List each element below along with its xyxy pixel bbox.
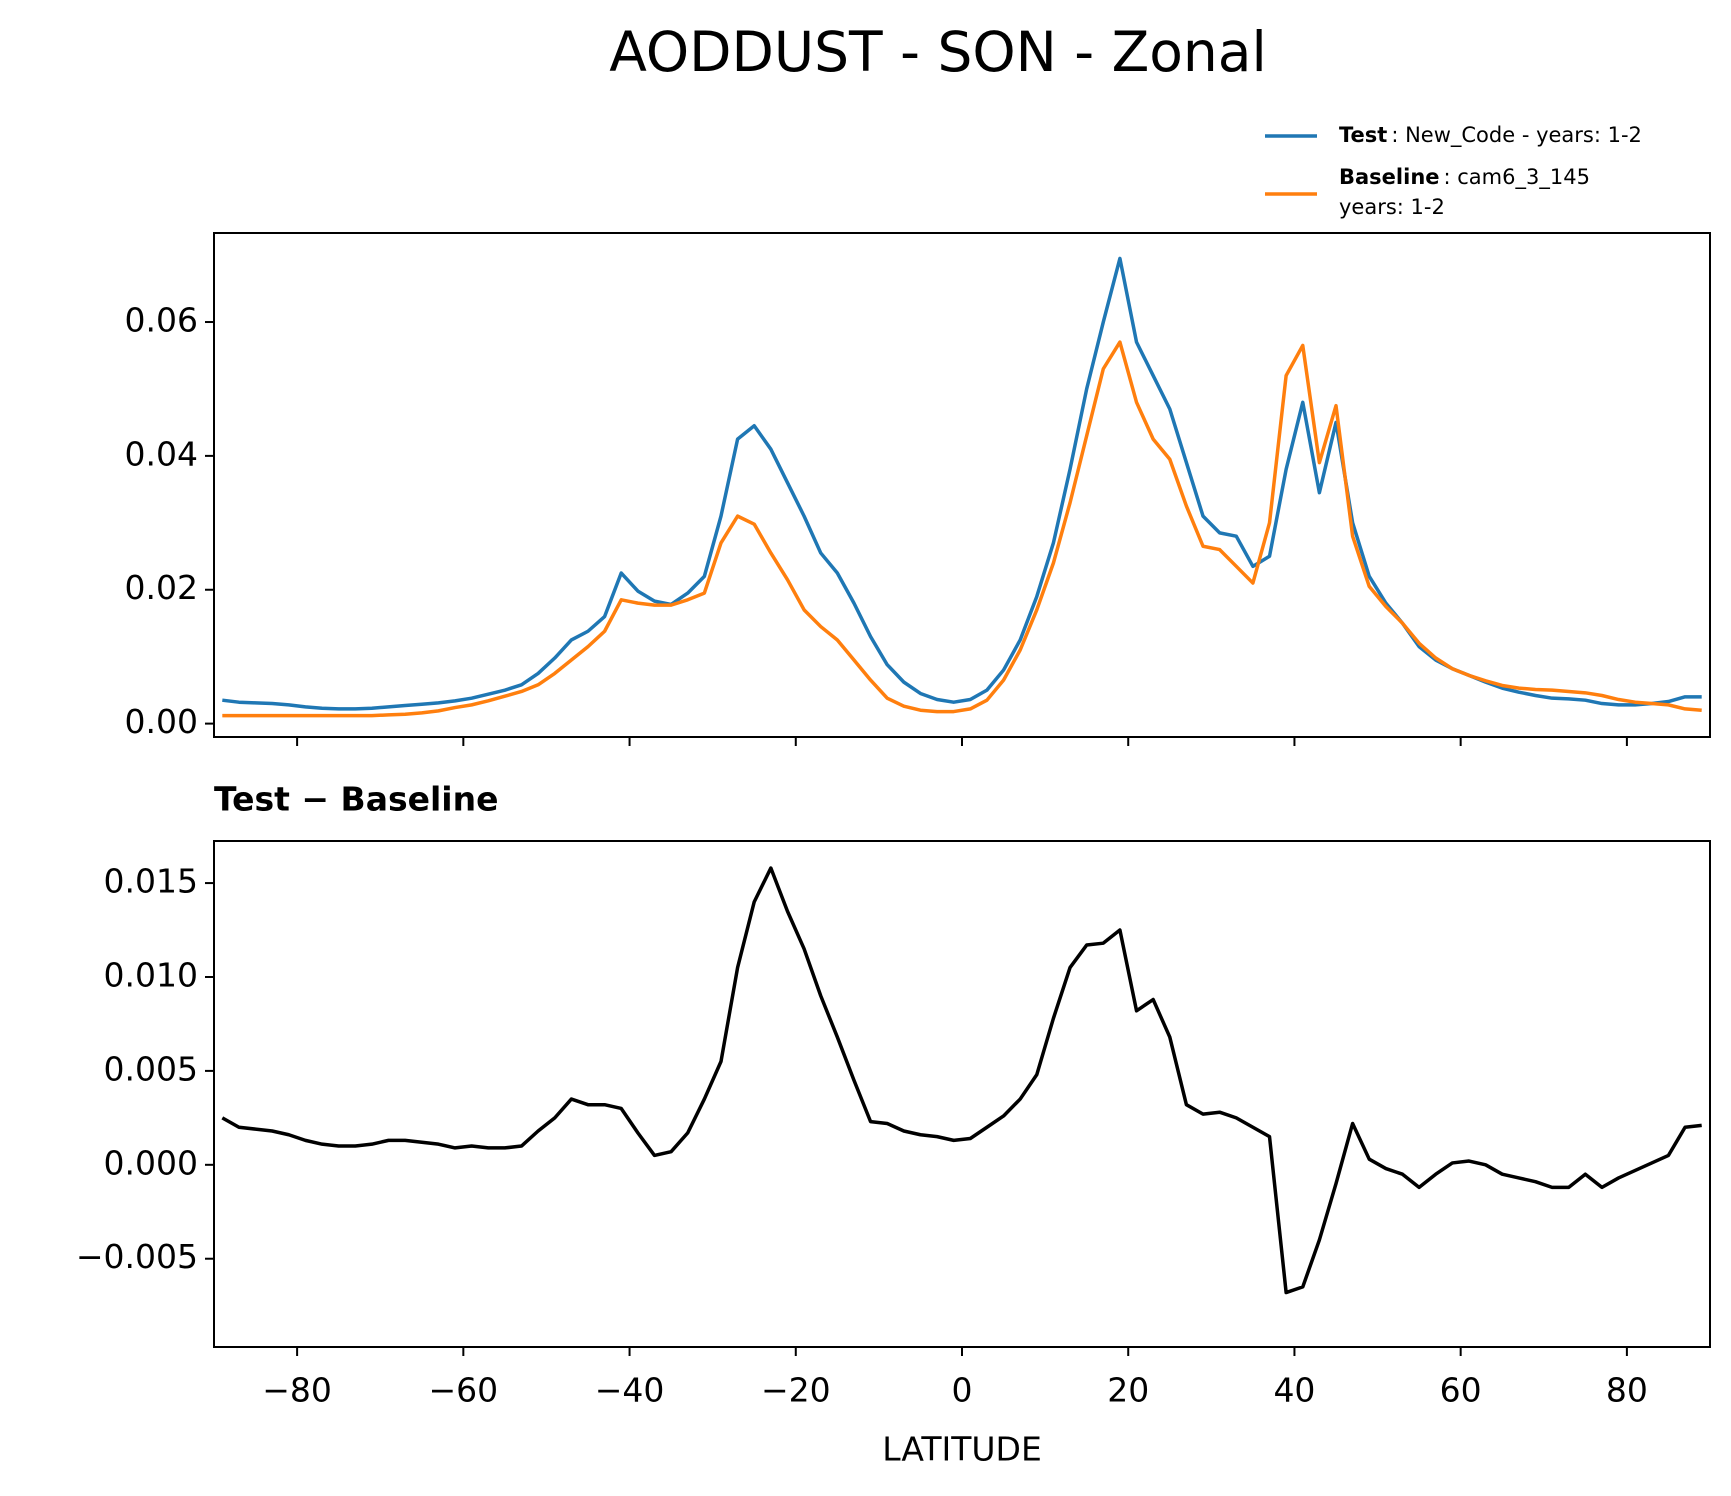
y-tick-label: 0.005	[104, 1049, 198, 1088]
y-tick-label: 0.000	[104, 1143, 198, 1182]
y-tick-label: 0.02	[125, 568, 198, 607]
legend-name: Baseline	[1339, 165, 1440, 189]
x-tick-label: 0	[952, 1371, 973, 1410]
legend-name: Test	[1339, 123, 1387, 147]
y-tick-label: 0.00	[125, 702, 198, 741]
legend-label: Baseline: cam6_3_145	[1339, 165, 1590, 190]
x-tick-label: 80	[1606, 1371, 1648, 1410]
data-line	[221, 866, 1702, 1295]
x-tick-label: 40	[1273, 1371, 1315, 1410]
legend-text: : New_Code - years: 1-2	[1391, 123, 1642, 148]
legend-text: years: 1-2	[1339, 195, 1445, 219]
y-tick-label: 0.010	[104, 955, 198, 994]
x-tick-label: −60	[429, 1371, 499, 1410]
figure-title: AODDUST - SON - Zonal	[609, 20, 1267, 84]
y-tick-label: −0.005	[76, 1237, 198, 1276]
x-tick-label: 60	[1440, 1371, 1482, 1410]
x-tick-label: −40	[595, 1371, 665, 1410]
x-tick-label: 20	[1107, 1371, 1149, 1410]
legend-text: : cam6_3_145	[1444, 165, 1590, 190]
subplot-title: Test − Baseline	[214, 780, 499, 819]
x-axis-label: LATITUDE	[882, 1430, 1042, 1469]
x-tick-label: −80	[262, 1371, 332, 1410]
y-tick-label: 0.06	[125, 301, 198, 340]
x-tick-label: −20	[761, 1371, 831, 1410]
y-tick-label: 0.015	[104, 862, 198, 901]
data-line	[222, 340, 1702, 718]
legend-label: Test: New_Code - years: 1-2	[1339, 123, 1642, 148]
y-tick-label: 0.04	[125, 434, 198, 473]
